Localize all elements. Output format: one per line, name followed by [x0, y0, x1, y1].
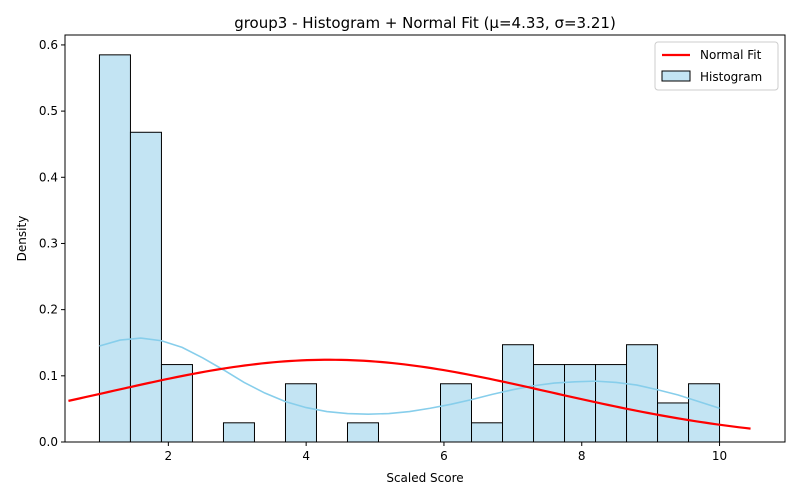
legend-label-normal-fit: Normal Fit	[700, 48, 762, 62]
histogram-bar	[657, 402, 690, 443]
histogram-bar	[533, 364, 566, 443]
histogram-bar	[129, 131, 162, 443]
kde-curve	[99, 337, 720, 416]
y-tick-label: 0.1	[39, 369, 58, 383]
y-tick-label: 0.4	[39, 170, 58, 184]
axes-frame	[64, 34, 786, 443]
histogram-bar	[502, 344, 535, 443]
y-tick-label: 0.5	[39, 104, 58, 118]
x-tick-label: 10	[712, 449, 727, 463]
histogram-bar	[626, 344, 659, 443]
y-tick-label: 0.6	[39, 38, 58, 52]
histogram-bar	[346, 422, 379, 443]
histogram-bar	[98, 54, 131, 443]
axes: 2 4 6 8 10 0.0 0.1 0.2 0.3 0.4 0.5 0.6	[39, 34, 786, 463]
y-axis-label: Density	[15, 216, 29, 262]
y-tick-label: 0.2	[39, 303, 58, 317]
legend-label-histogram: Histogram	[700, 70, 762, 84]
legend-swatch-histogram	[661, 70, 691, 82]
normal-fit-curve	[68, 358, 751, 430]
x-axis-label: Scaled Score	[386, 471, 463, 485]
y-tick-label: 0.3	[39, 236, 58, 250]
histogram-bar	[440, 383, 472, 443]
x-tick-label: 2	[165, 449, 173, 463]
histogram-bar	[564, 364, 597, 443]
x-tick-label: 8	[578, 449, 586, 463]
legend: Normal Fit Histogram	[654, 41, 779, 91]
histogram-bar	[688, 383, 721, 443]
x-tick-label: 6	[440, 449, 448, 463]
histogram-bar	[471, 422, 504, 443]
histogram-bar	[222, 422, 255, 443]
y-tick-label: 0.0	[39, 435, 58, 449]
chart-title: group3 - Histogram + Normal Fit (μ=4.33,…	[234, 14, 616, 32]
x-tick-label: 4	[302, 449, 310, 463]
histogram-bar	[284, 383, 317, 443]
plot-area	[68, 54, 751, 443]
